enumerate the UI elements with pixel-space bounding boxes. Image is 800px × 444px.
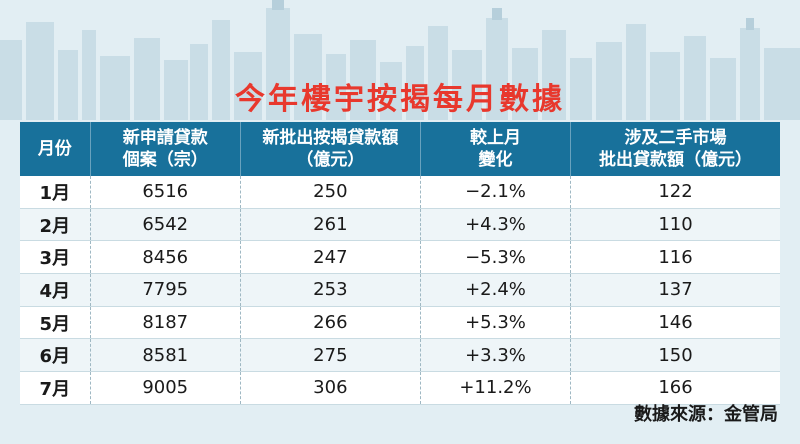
skyline-illustration [0, 0, 800, 120]
column-header-line: 變化 [478, 150, 513, 170]
table-body: 1月 6516 250 −2.1% 122 2月 6542 261 +4.3% 110 3月 8456… [20, 176, 780, 405]
table-cell: 137 [658, 279, 693, 301]
table-cell: +3.3% [421, 339, 572, 372]
table-cell: 261 [241, 208, 421, 241]
table-cell: 122 [658, 181, 693, 203]
column-header-line: 新批出按揭貸款額 [262, 128, 399, 148]
column-header-line: 涉及二手市場 [624, 128, 727, 148]
table-cell: 4月 [20, 274, 91, 306]
mortgage-table: 月份 新申請貸款 個案（宗） 新批出按揭貸款額 （億元） 較上月 變化 涉及二手… [20, 122, 780, 405]
table-cell: 2月 [20, 208, 91, 241]
table-cell: 6516 [91, 176, 241, 208]
table-cell: 150 [658, 344, 693, 366]
table-cell: 110 [658, 214, 693, 236]
table-header-row: 月份 新申請貸款 個案（宗） 新批出按揭貸款額 （億元） 較上月 變化 涉及二手… [20, 122, 780, 176]
table-row: 4月 7795 253 +2.4% 137 [20, 274, 780, 307]
column-header-month: 月份 [20, 122, 91, 176]
source-note: 數據來源：金管局 [634, 404, 778, 425]
chart-title: 今年樓宇按揭每月數據 [235, 82, 565, 117]
table-row: 1月 6516 250 −2.1% 122 [20, 176, 780, 209]
table-cell: 6月 [20, 339, 91, 372]
table-cell: +2.4% [421, 274, 572, 306]
table-cell: −2.1% [421, 176, 572, 208]
column-header-line: 批出貸款額（億元） [599, 150, 753, 170]
column-header-line: 月份 [37, 139, 72, 159]
table-cell: 7月 [20, 372, 91, 404]
table-cell: 253 [241, 274, 421, 306]
table-cell: 5月 [20, 306, 91, 339]
table-cell: 7795 [91, 274, 241, 306]
table-cell: 146 [658, 312, 693, 334]
table-cell: 8456 [91, 241, 241, 274]
table-cell: 8187 [91, 306, 241, 339]
table-cell: 8581 [91, 339, 241, 372]
table-cell: 247 [241, 241, 421, 274]
table-row: 7月 9005 306 +11.2% 166 [20, 372, 780, 405]
column-header-monthly-change: 較上月 變化 [421, 122, 572, 176]
table-cell: 1月 [20, 176, 91, 208]
column-header-line: 新申請貸款 [122, 128, 208, 148]
column-header-secondary-market: 涉及二手市場 批出貸款額（億元） [571, 122, 780, 176]
table-cell: +5.3% [421, 306, 572, 339]
table-cell: +11.2% [421, 372, 572, 404]
table-cell: 306 [241, 372, 421, 404]
table-row: 6月 8581 275 +3.3% 150 [20, 339, 780, 373]
table-cell: 3月 [20, 241, 91, 274]
column-header-line: 較上月 [469, 128, 521, 148]
column-header-new-applications: 新申請貸款 個案（宗） [91, 122, 241, 176]
column-header-line: （億元） [296, 150, 365, 170]
column-header-line: 個案（宗） [122, 150, 208, 170]
table-cell: 9005 [91, 372, 241, 404]
table-cell: 250 [241, 176, 421, 208]
table-cell: +4.3% [421, 208, 572, 241]
table-cell: 266 [241, 306, 421, 339]
table-row: 3月 8456 247 −5.3% 116 [20, 241, 780, 275]
table-cell: 166 [658, 377, 693, 399]
table-cell: 275 [241, 339, 421, 372]
table-cell: −5.3% [421, 241, 572, 274]
column-header-new-loans: 新批出按揭貸款額 （億元） [241, 122, 421, 176]
table-row: 5月 8187 266 +5.3% 146 [20, 306, 780, 340]
table-cell: 6542 [91, 208, 241, 241]
table-row: 2月 6542 261 +4.3% 110 [20, 208, 780, 242]
table-cell: 116 [658, 246, 693, 268]
